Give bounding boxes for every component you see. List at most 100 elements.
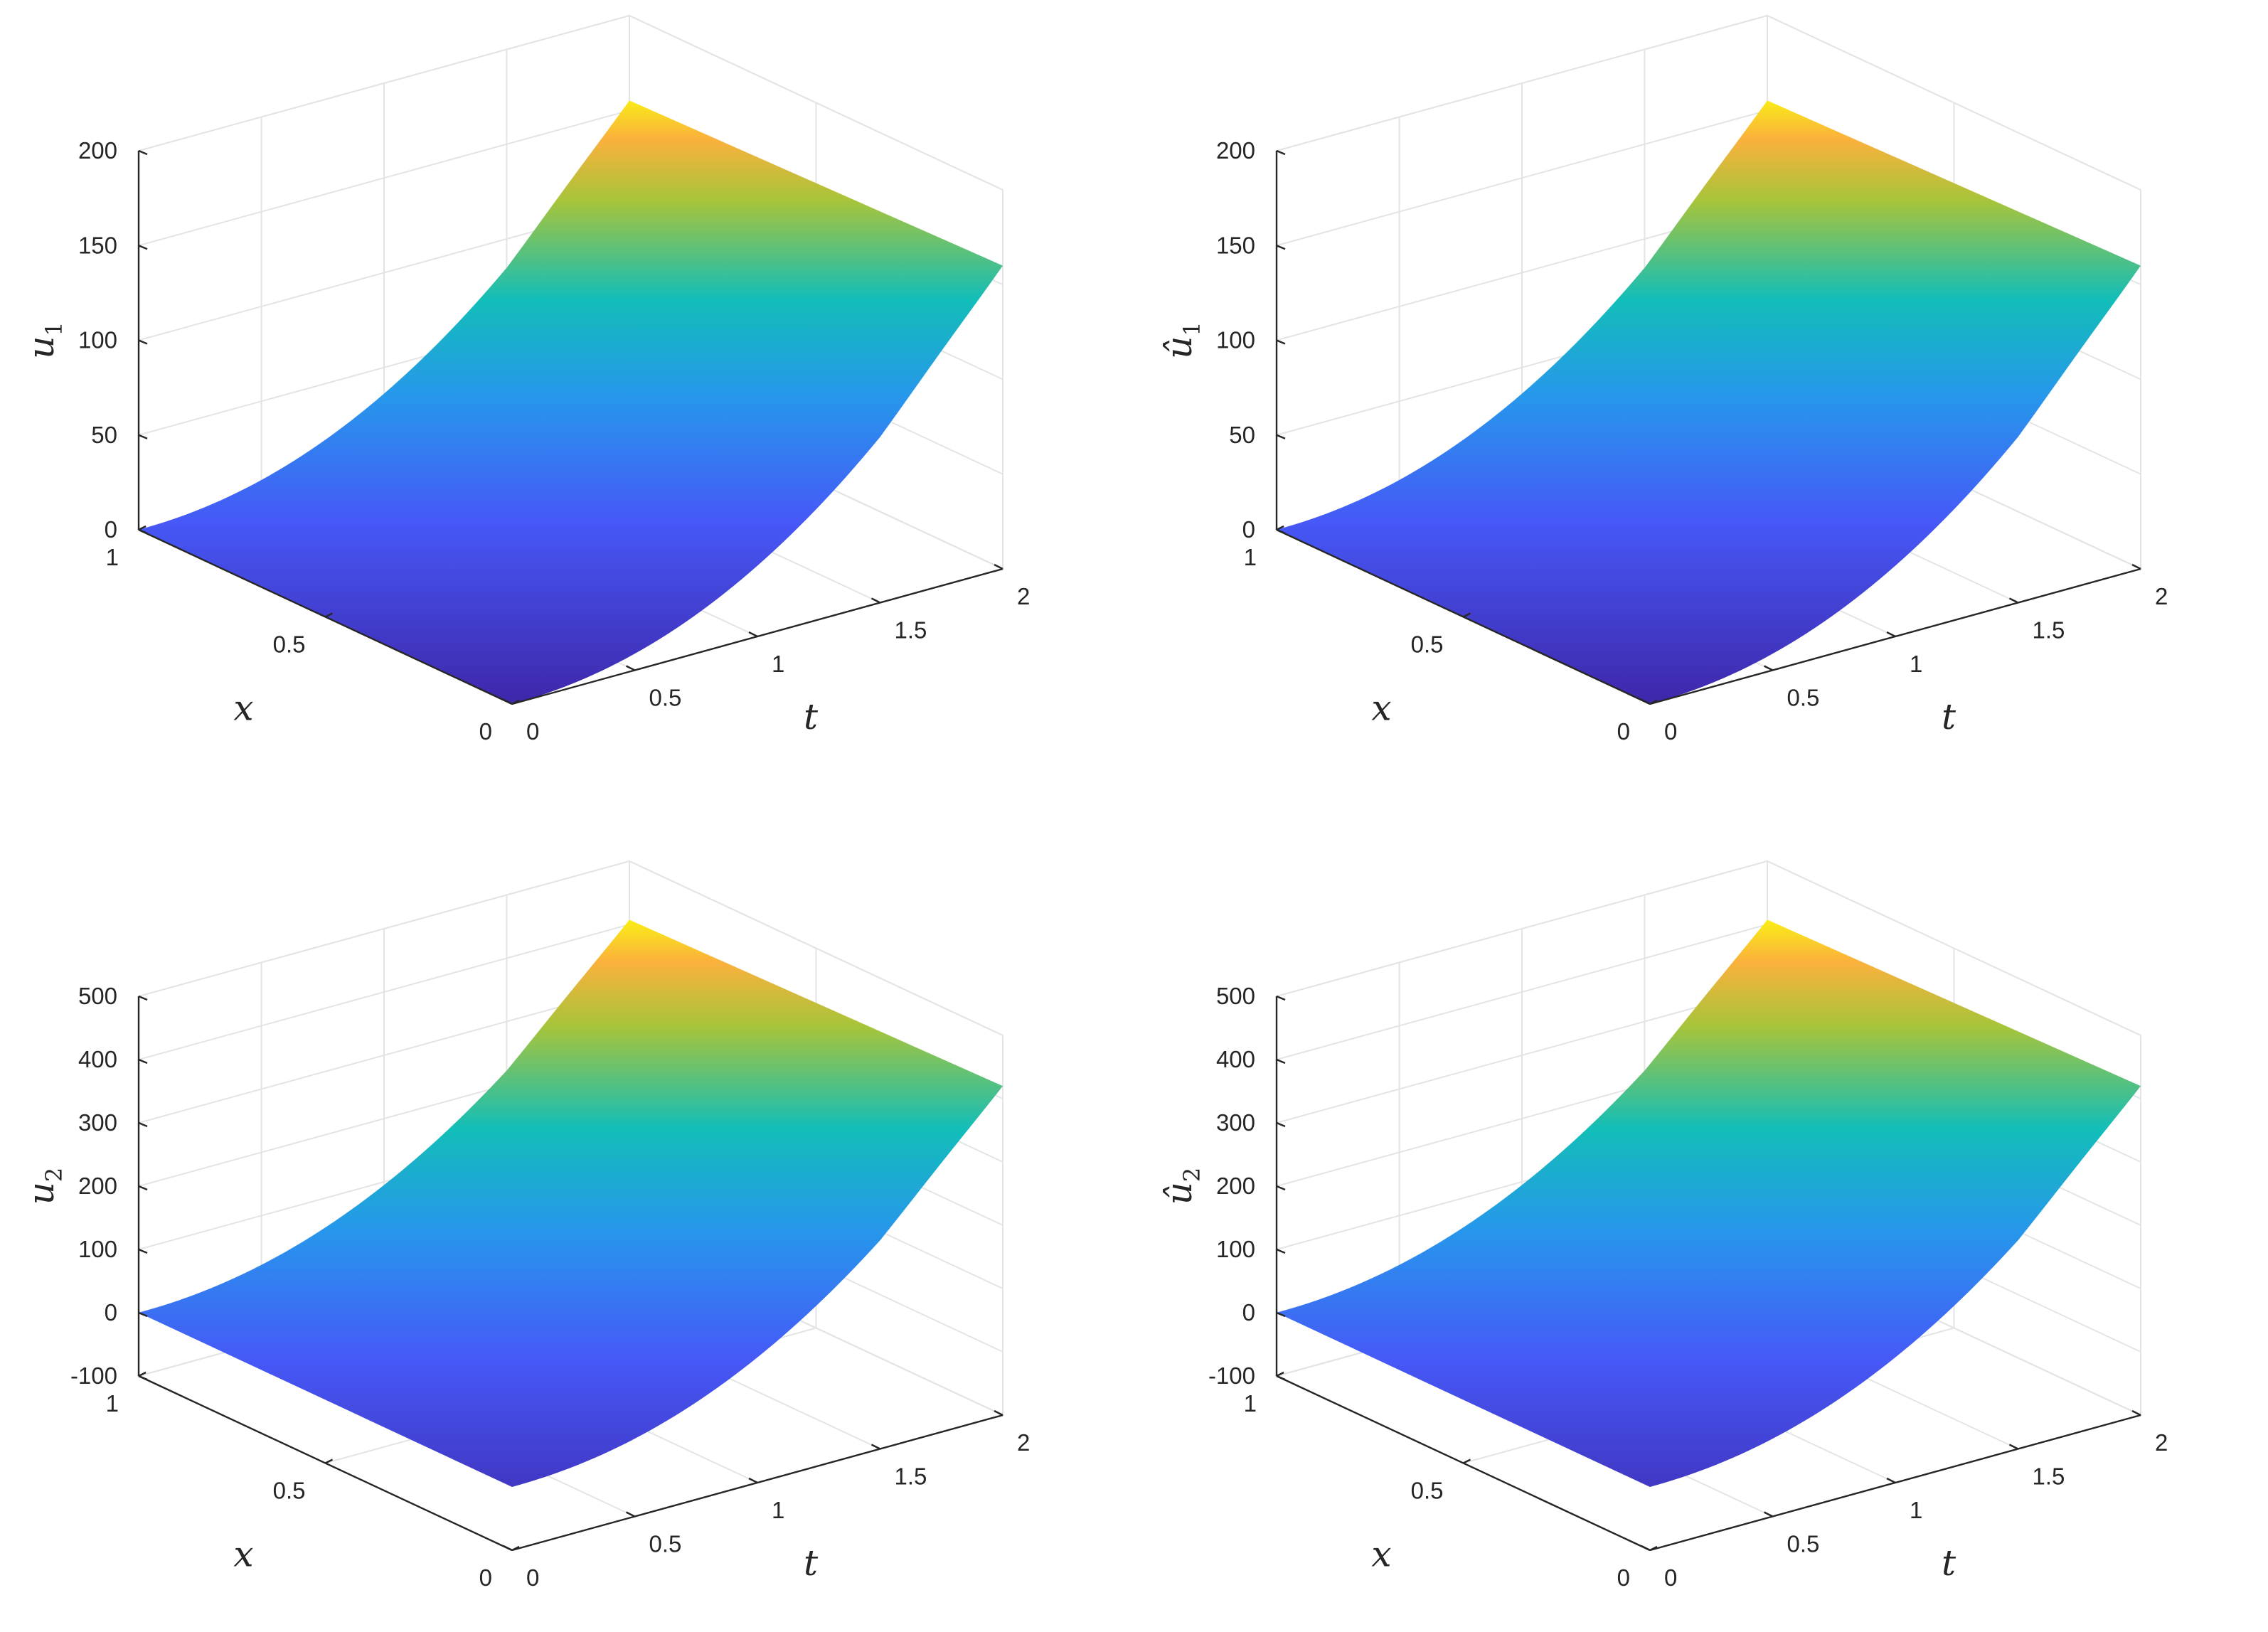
x-tick-mark: [1649, 699, 1658, 705]
z-tick-mark: [138, 528, 148, 535]
x-tick-mark: [1276, 1371, 1284, 1377]
z-tick-label: 100: [78, 327, 117, 353]
z-tick-mark: [1276, 149, 1286, 156]
x-tick-mark: [1462, 1458, 1471, 1464]
x-tick-label: 0.5: [273, 631, 306, 658]
z-axis-label-base: û: [1159, 336, 1200, 359]
t-tick-mark: [871, 597, 881, 604]
x-tick-mark: [511, 699, 520, 705]
z-tick-mark: [1276, 1248, 1286, 1254]
x-axis-label: x: [1371, 1534, 1391, 1575]
t-tick-label: 1: [1910, 651, 1922, 677]
t-tick-mark: [1641, 1545, 1651, 1552]
t-tick-mark: [625, 665, 636, 671]
z-tick-label: 200: [1216, 137, 1255, 164]
t-tick-label: 2: [1017, 583, 1030, 609]
z-tick-mark: [1276, 528, 1286, 535]
x-axis-label: x: [233, 688, 253, 729]
z-tick-mark: [138, 149, 148, 156]
z-tick-mark: [138, 245, 148, 250]
t-tick-label: 2: [2155, 1429, 2168, 1456]
surface: [1277, 100, 2141, 705]
z-axis-label-subscript: 1: [41, 321, 68, 336]
z-axis-label-subscript: 2: [41, 1168, 68, 1182]
t-tick-label: 1.5: [2033, 1463, 2065, 1490]
t-tick-mark: [2008, 1444, 2019, 1450]
z-tick-label: 150: [78, 232, 117, 258]
x-tick-mark: [138, 1371, 147, 1377]
z-tick-label: 300: [78, 1109, 117, 1136]
x-tick-label: 0.5: [1411, 1478, 1444, 1504]
z-tick-label: 100: [1216, 1236, 1255, 1262]
t-tick-mark: [748, 631, 758, 638]
z-tick-mark: [138, 339, 148, 345]
x-tick-mark: [1649, 1545, 1658, 1552]
x-axis-label: x: [1371, 688, 1391, 729]
t-tick-label: 1.5: [2033, 617, 2065, 644]
t-tick-mark: [2008, 597, 2019, 604]
t-tick-mark: [625, 1511, 636, 1518]
x-tick-label: 1: [106, 1390, 119, 1417]
z-tick-label: 500: [1216, 983, 1255, 1009]
x-tick-label: 0: [479, 1564, 492, 1591]
t-tick-label: 1.5: [895, 617, 927, 644]
t-tick-mark: [503, 1545, 513, 1552]
z-tick-label: 200: [1216, 1173, 1255, 1199]
x-tick-label: 1: [1244, 1390, 1257, 1417]
z-tick-label: 0: [105, 516, 117, 543]
z-tick-label: 300: [1216, 1109, 1255, 1136]
z-tick-mark: [1276, 245, 1286, 250]
x-tick-mark: [511, 1545, 520, 1552]
z-tick-label: 400: [1216, 1046, 1255, 1072]
z-tick-label: 0: [1242, 1299, 1255, 1326]
z-axis-label: û1: [1159, 321, 1205, 359]
z-tick-mark: [1276, 1058, 1286, 1065]
z-axis-label: û2: [1159, 1168, 1205, 1205]
x-tick-label: 0: [1617, 1564, 1630, 1591]
z-tick-label: -100: [1208, 1362, 1255, 1389]
z-tick-label: 200: [78, 137, 117, 164]
x-tick-mark: [1462, 612, 1471, 618]
t-tick-label: 0.5: [649, 685, 682, 711]
z-tick-label: -100: [70, 1362, 117, 1389]
t-tick-label: 2: [1017, 1429, 1030, 1456]
t-tick-label: 0: [1664, 1564, 1677, 1591]
t-tick-mark: [2131, 563, 2141, 570]
z-axis-label: u1: [21, 321, 68, 359]
t-tick-label: 2: [2155, 583, 2168, 609]
surface: [139, 919, 1003, 1487]
x-tick-label: 0.5: [273, 1478, 306, 1504]
t-tick-label: 0: [526, 718, 539, 745]
z-tick-mark: [138, 1185, 148, 1191]
z-tick-mark: [138, 1375, 148, 1381]
surface: [1277, 919, 2141, 1487]
t-tick-mark: [748, 1477, 758, 1484]
t-tick-mark: [994, 563, 1003, 570]
z-gridline: [1276, 14, 2141, 191]
t-axis-label: t: [1942, 696, 1956, 737]
t-tick-mark: [994, 1409, 1003, 1417]
z-tick-mark: [138, 1311, 148, 1318]
t-tick-label: 1: [1910, 1497, 1922, 1523]
x-tick-mark: [324, 612, 334, 618]
z-tick-mark: [1276, 995, 1286, 1001]
t-tick-label: 1.5: [895, 1463, 927, 1490]
z-tick-label: 200: [78, 1173, 117, 1199]
z-tick-label: 50: [1229, 422, 1255, 448]
z-tick-label: 100: [78, 1236, 117, 1262]
z-tick-mark: [138, 1248, 148, 1254]
t-tick-label: 0.5: [1787, 1531, 1820, 1557]
z-axis-label-subscript: 1: [1178, 321, 1205, 336]
t-tick-mark: [871, 1444, 881, 1450]
t-tick-mark: [1641, 698, 1651, 705]
z-tick-mark: [1276, 1121, 1286, 1128]
x-tick-label: 0: [479, 718, 492, 745]
x-tick-label: 0: [1617, 718, 1630, 745]
t-tick-label: 1: [772, 1497, 784, 1523]
x-tick-mark: [138, 525, 147, 531]
t-tick-label: 0: [1664, 718, 1677, 745]
x-tick-mark: [1276, 525, 1284, 531]
x-axis-label: x: [233, 1534, 253, 1575]
t-tick-mark: [1886, 631, 1896, 638]
